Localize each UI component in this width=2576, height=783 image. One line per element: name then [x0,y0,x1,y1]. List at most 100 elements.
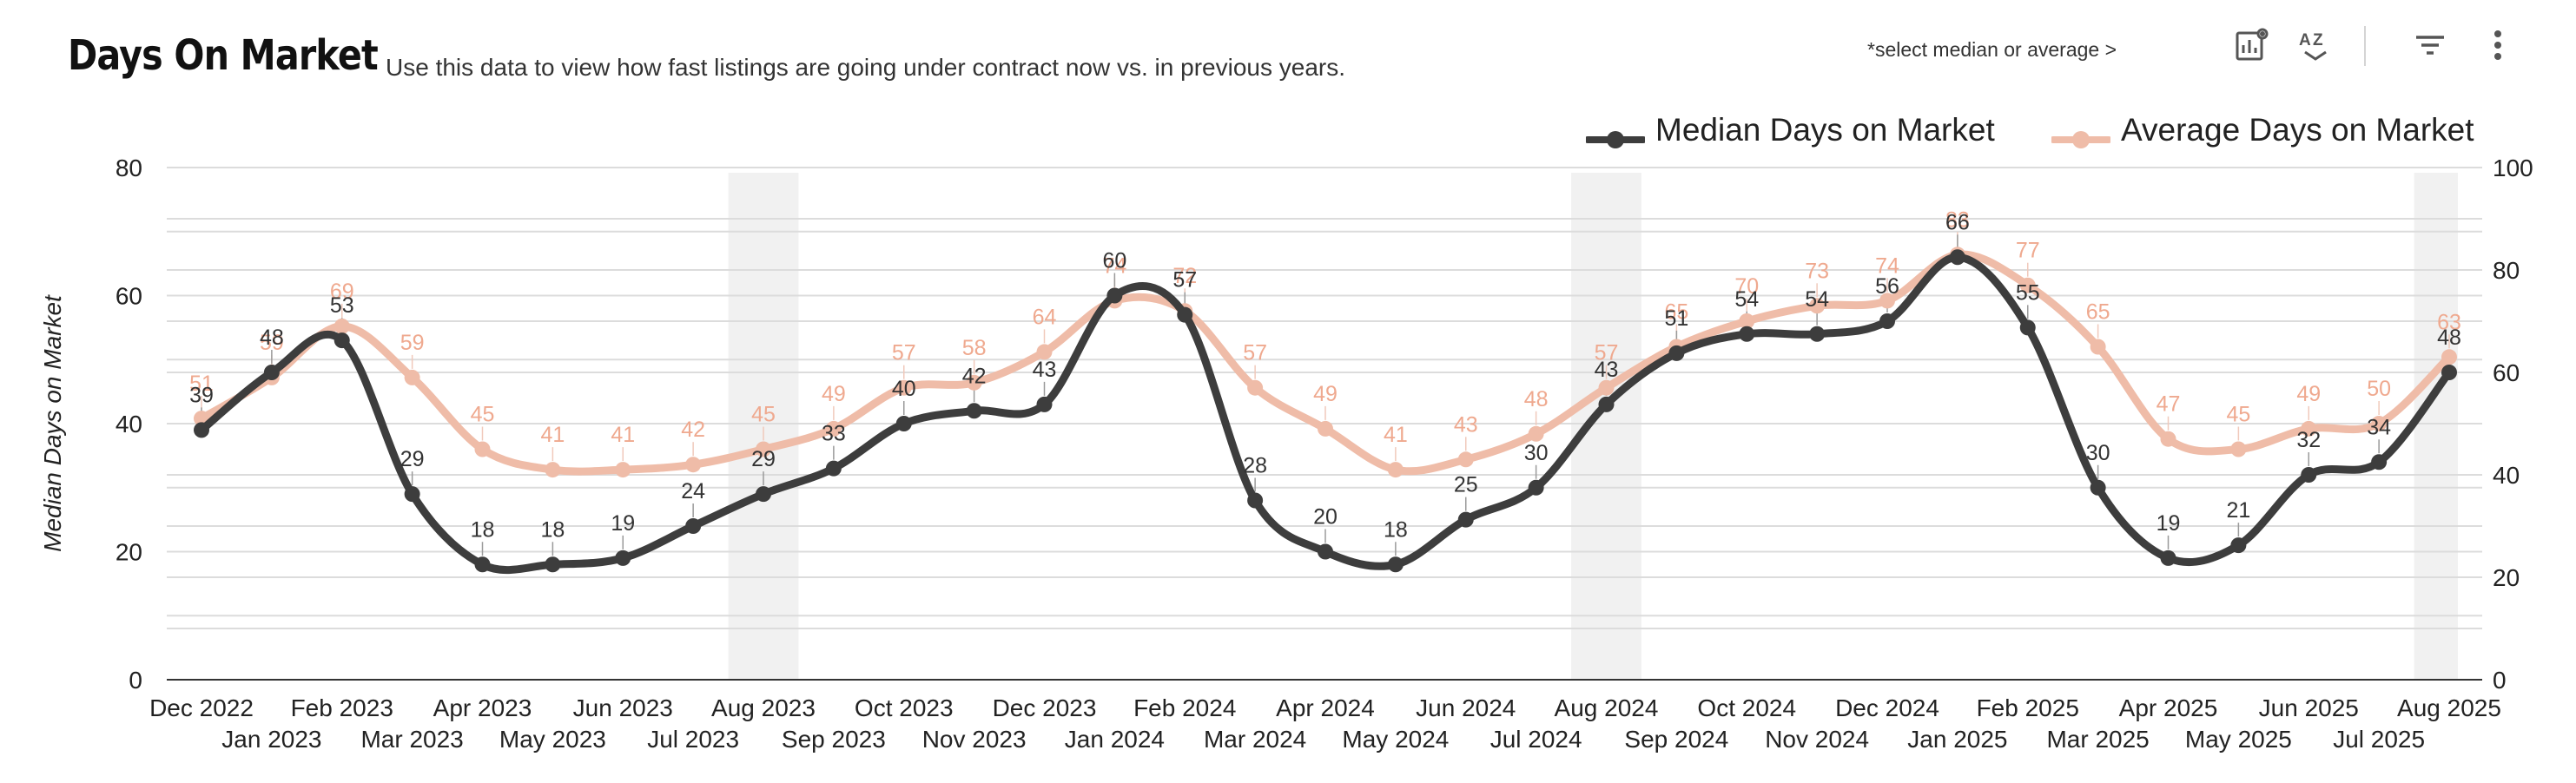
average-data-label: 47 [2157,392,2181,417]
median-data-label: 51 [1664,306,1688,331]
average-data-label: 49 [2296,382,2321,406]
x-axis-tick-label: May 2023 [499,726,606,753]
median-data-point [756,486,771,503]
y2-axis-tick-label: 80 [2493,257,2520,284]
average-data-label: 45 [2226,403,2250,427]
x-axis-tick-label: May 2024 [1342,726,1449,753]
chart-settings-icon[interactable] [2230,24,2272,66]
y2-axis-tick-label: 40 [2493,462,2520,489]
median-data-label: 48 [260,326,284,350]
average-data-label: 58 [962,336,987,360]
median-data-point [966,403,982,419]
legend-item-average[interactable]: Average Days on Market [2050,111,2474,149]
legend-item-median[interactable]: Median Days on Market [1584,111,1995,149]
median-data-point [334,332,350,349]
median-data-point [895,416,912,431]
highlight-band [1571,173,1641,680]
median-data-point [263,365,280,380]
average-data-point [1879,293,1895,309]
y-axis-tick-label: 0 [129,667,142,694]
median-data-point [1668,345,1685,361]
average-data-point [2301,420,2317,437]
median-data-point [194,422,209,438]
y2-axis-tick-label: 0 [2493,667,2507,694]
svg-text:Z: Z [2313,31,2323,49]
median-data-label: 42 [962,364,987,388]
median-data-label: 34 [2367,415,2391,439]
average-data-label: 45 [751,403,776,427]
legend-median-swatch [1584,121,1647,148]
median-data-point [1457,511,1474,528]
median-data-label: 55 [2016,280,2040,305]
series-select-hint: *select median or average > [1867,38,2117,61]
average-data-label: 83 [1945,207,1970,232]
y-axis-tick-label: 20 [116,539,142,566]
median-data-point [1247,492,1264,509]
median-data-point [1528,479,1544,496]
x-axis-tick-label: Sep 2023 [782,726,886,753]
median-data-point [1949,249,1965,266]
average-data-point [1809,298,1826,314]
average-data-label: 42 [681,418,705,442]
median-data-label: 43 [1595,358,1619,382]
average-data-label: 59 [260,331,284,355]
x-axis-tick-label: Jul 2023 [647,726,739,753]
x-axis-tick-label: Nov 2023 [922,726,1027,753]
average-data-point [615,462,631,478]
sort-az-icon[interactable]: A Z [2295,24,2336,66]
x-axis-tick-label: Jun 2024 [1416,694,1516,721]
legend-average-label: Average Days on Market [2121,112,2474,148]
median-data-point [685,518,702,534]
average-data-label: 45 [471,403,495,427]
median-data-label: 29 [400,447,425,471]
median-data-label: 28 [1243,454,1267,478]
average-data-label: 63 [2437,310,2461,334]
x-axis-tick-label: Apr 2024 [1276,694,1375,721]
filter-icon[interactable] [2409,24,2451,66]
average-data-point [2441,349,2457,365]
median-data-label: 20 [1313,505,1338,530]
average-data-point [756,441,771,457]
median-data-point [2230,537,2247,554]
legend-average-swatch [2050,121,2112,148]
average-data-point [334,318,350,334]
median-data-label: 19 [2157,511,2181,536]
median-data-point [2371,454,2388,470]
average-data-point [2371,416,2388,431]
x-axis-tick-label: Jan 2025 [1907,726,2007,753]
page-title: Days On Market [68,31,379,80]
average-data-label: 73 [1805,259,1829,283]
median-data-point [1598,396,1615,412]
average-data-point [1598,379,1615,396]
average-data-point [2090,339,2106,355]
average-data-point [685,457,702,473]
average-data-label: 57 [1595,341,1619,365]
average-data-label: 72 [1172,264,1197,288]
median-data-label: 18 [471,517,495,542]
x-axis-tick-label: Oct 2023 [855,694,954,721]
median-data-point [1106,287,1123,304]
average-data-label: 65 [2086,300,2110,325]
average-data-label: 49 [822,382,846,406]
x-axis-tick-label: Jan 2024 [1065,726,1165,753]
average-data-point [1036,344,1053,360]
average-data-label: 41 [1384,423,1408,447]
x-axis-tick-label: Dec 2023 [993,694,1097,721]
x-axis-tick-label: Feb 2023 [291,694,393,721]
median-data-label: 60 [1102,249,1126,273]
median-data-label: 54 [1734,287,1759,312]
x-axis-tick-label: Apr 2025 [2119,694,2218,721]
median-data-label: 32 [2296,428,2321,452]
x-axis-tick-label: Aug 2024 [1555,694,1659,721]
average-data-point [966,374,982,391]
average-data-label: 69 [330,280,354,304]
median-data-label: 30 [1524,441,1549,465]
average-data-point [1318,420,1333,437]
average-data-label: 57 [1243,341,1267,365]
average-data-point [895,379,912,396]
more-vert-icon[interactable] [2477,24,2519,66]
x-axis-tick-label: Feb 2024 [1133,694,1236,721]
y2-axis-tick-label: 100 [2493,155,2533,181]
average-data-label: 65 [1664,300,1688,325]
average-data-point [1457,451,1474,468]
